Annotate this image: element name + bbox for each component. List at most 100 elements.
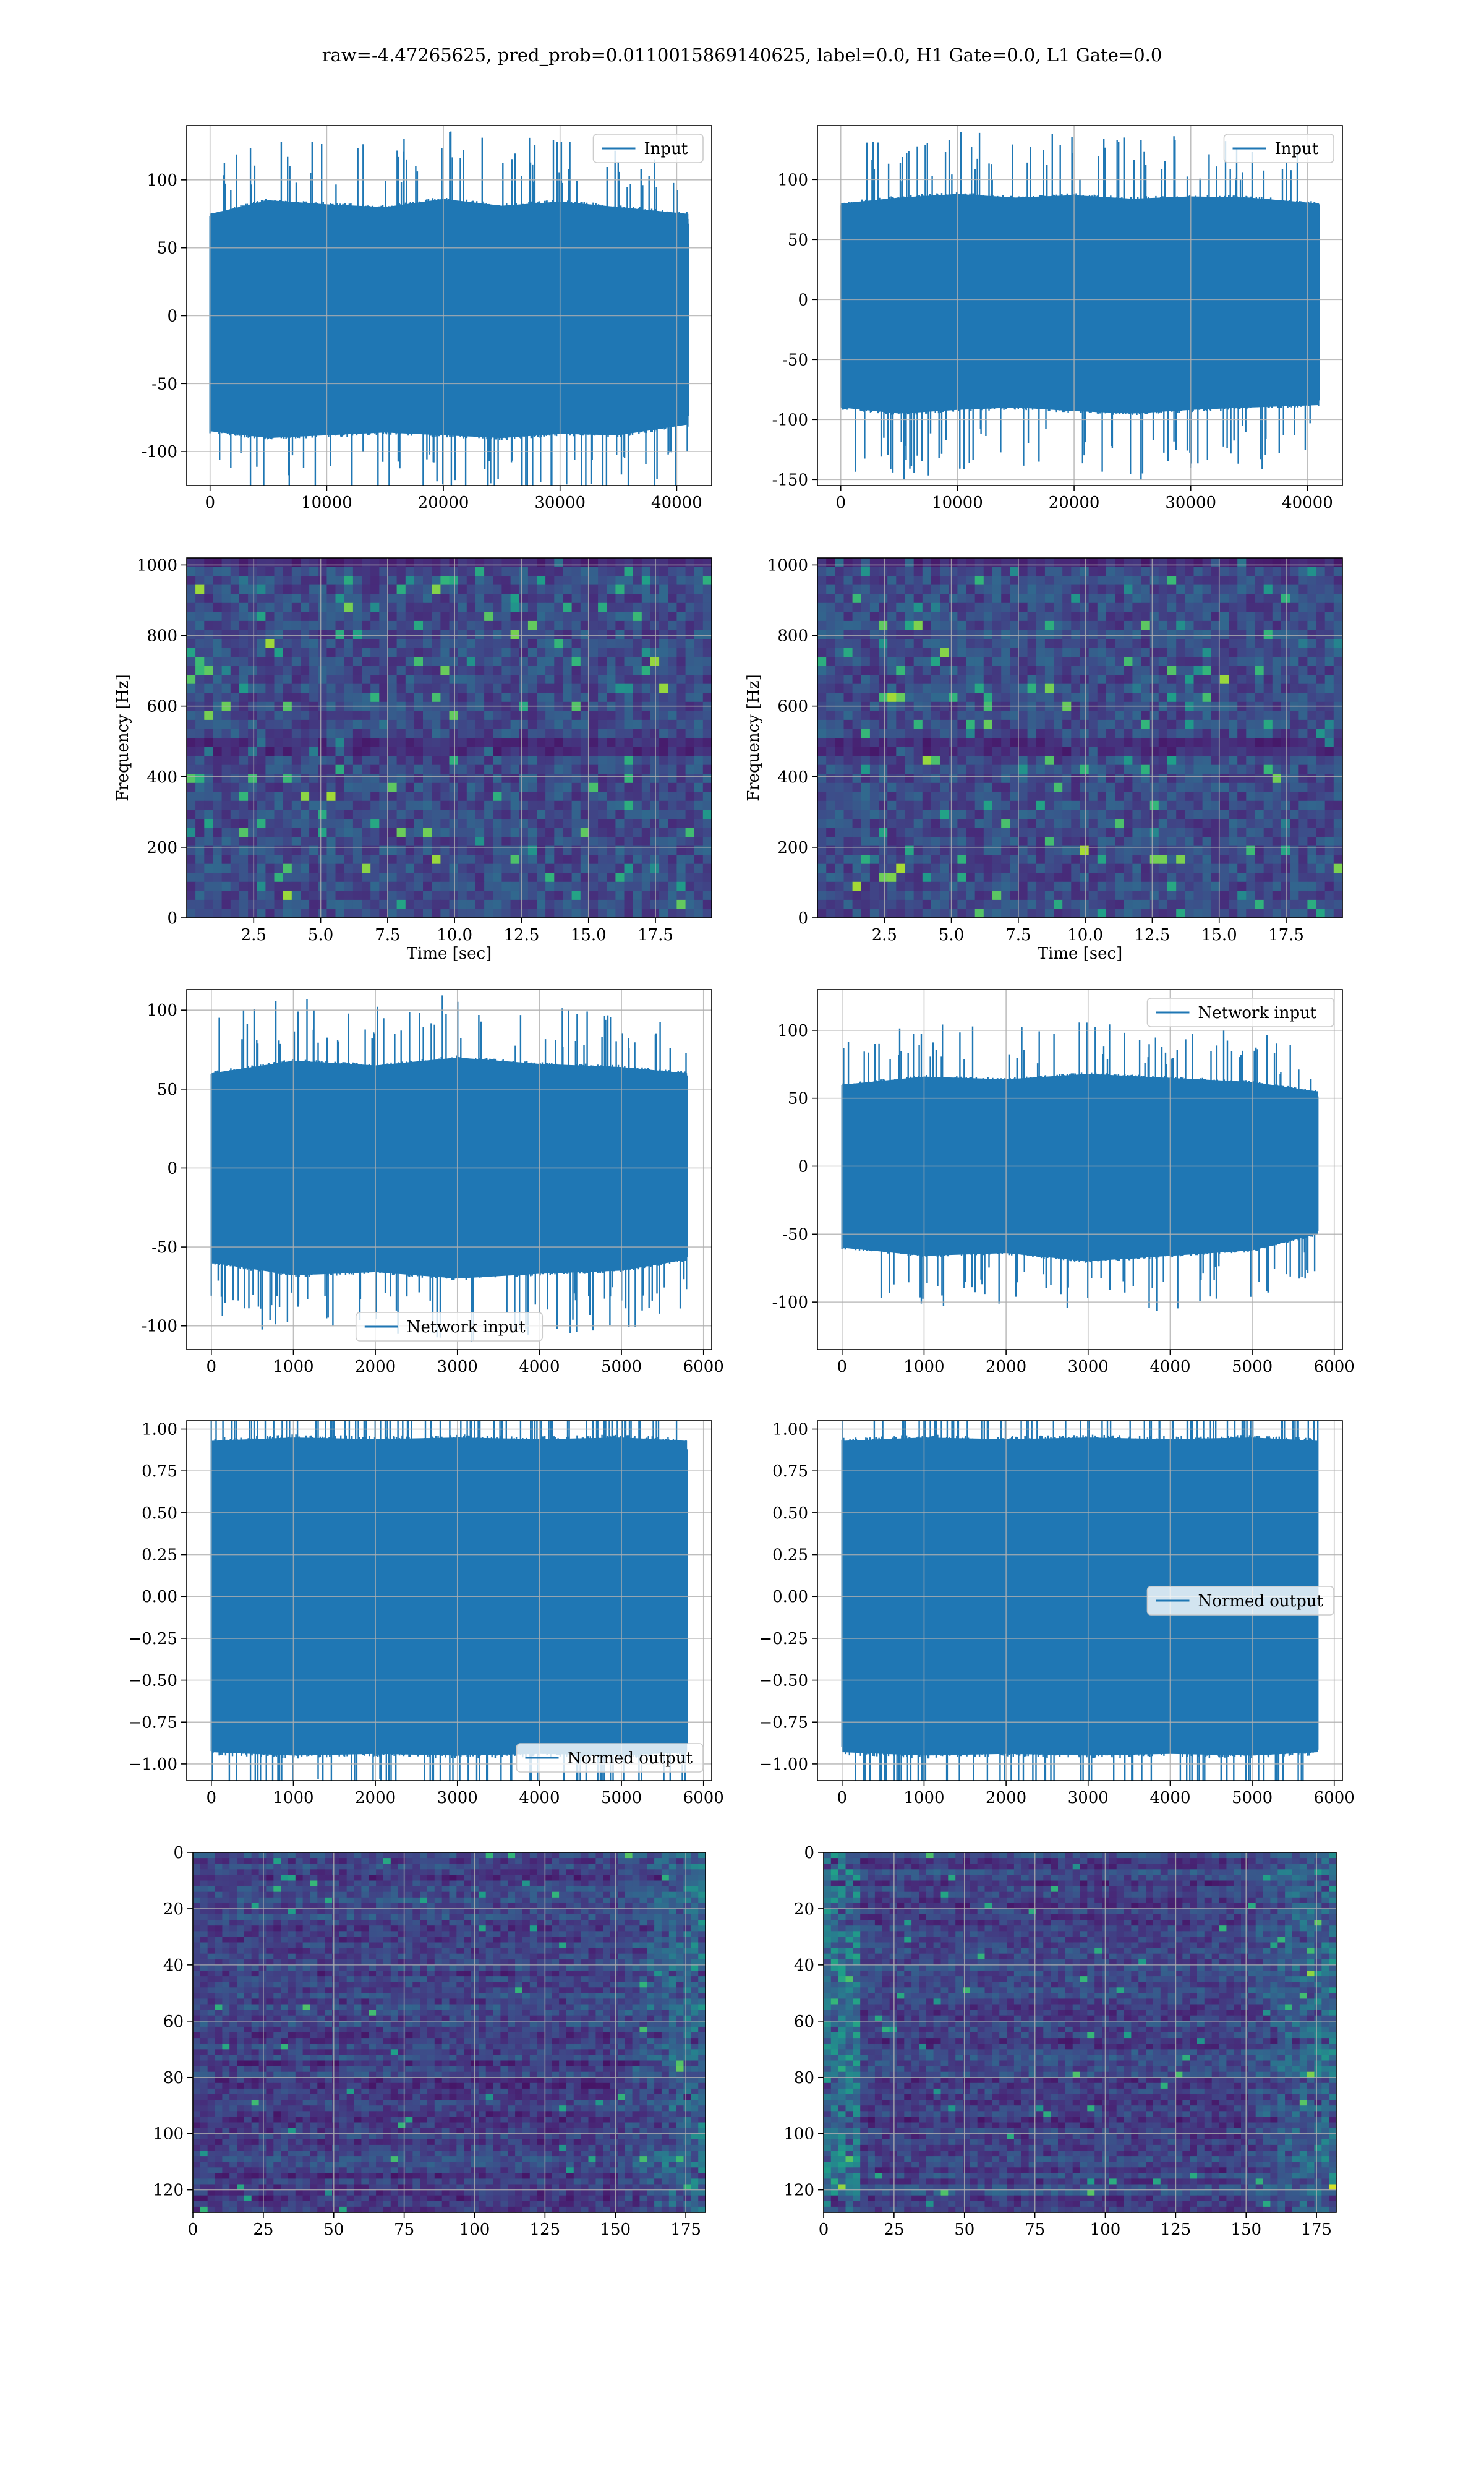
xtick-label-r5c2-5: 125 [1161, 2220, 1192, 2239]
ytick-label-r1c2-2: -50 [782, 351, 808, 369]
ytick-label-r4c2-3: −0.25 [759, 1630, 808, 1648]
panel-r5c1: 0 25 50 75 100 125 150 175 0 20 40 60 80 100 120 [153, 1844, 706, 2239]
ytick-label-r4c1-7: 0.75 [142, 1462, 177, 1481]
ytick-label-r5c1-0: 0 [173, 1844, 184, 1862]
xtick-label-r5c1-3: 75 [394, 2220, 414, 2239]
xtick-label-r1c1-1: 10000 [301, 494, 352, 512]
ytick-label-r5c2-0: 0 [804, 1844, 814, 1862]
axes-frame-r3c2 [817, 989, 1343, 1350]
xtick-label-r2c2-0: 2.5 [872, 926, 897, 944]
xtick-label-r4c2-6: 6000 [1314, 1789, 1355, 1807]
xtick-label-r2c1-4: 12.5 [504, 926, 540, 944]
xtick-label-r2c2-3: 10.0 [1067, 926, 1103, 944]
ytick-label-r4c2-0: −1.00 [759, 1755, 808, 1774]
heatmap-r5c1 [193, 1852, 706, 2213]
xtick-label-r5c2-7: 175 [1301, 2220, 1332, 2239]
axes-frame-r1c1 [186, 125, 712, 486]
ytick-label-r2c2-3: 600 [777, 698, 808, 716]
xtick-label-r5c1-6: 150 [600, 2220, 631, 2239]
heatmap-r2c2 [817, 558, 1343, 918]
series-body-r1c1 [210, 199, 689, 439]
ytick-label-r4c1-0: −1.00 [128, 1755, 177, 1774]
ytick-label-r5c1-1: 20 [163, 1900, 184, 1919]
ytick-label-r1c2-4: 50 [788, 231, 808, 249]
xtick-label-r2c1-3: 10.0 [437, 926, 472, 944]
ytick-label-r3c1-1: -50 [151, 1238, 177, 1257]
series-body-r1c2 [840, 194, 1320, 414]
xtick-label-r3c2-2: 2000 [986, 1358, 1026, 1376]
xtick-label-r2c2-4: 12.5 [1135, 926, 1171, 944]
ytick-label-r2c2-4: 800 [777, 627, 808, 646]
ytick-label-r2c2-5: 1000 [767, 556, 808, 575]
ytick-label-r5c2-2: 40 [794, 1956, 814, 1975]
ytick-label-r4c2-6: 0.50 [772, 1504, 808, 1523]
legend-r4c2: Normed output [1146, 1586, 1334, 1616]
ytick-label-r5c1-6: 120 [153, 2181, 184, 2200]
xtick-label-r2c1-1: 5.0 [308, 926, 333, 944]
legend-r3c1: Network input [355, 1312, 544, 1342]
ytick-label-r1c2-0: -150 [772, 471, 808, 489]
xtick-label-r2c2-6: 17.5 [1268, 926, 1304, 944]
ytick-label-r4c2-5: 0.25 [772, 1546, 808, 1565]
legend-r3c2: Network input [1146, 998, 1334, 1027]
ytick-label-r2c1-5: 1000 [137, 556, 177, 575]
panel-r5c2: 0 25 50 75 100 125 150 175 0 20 40 60 80 100 120 [783, 1844, 1337, 2239]
ytick-label-r1c1-2: 0 [167, 307, 177, 325]
xtick-label-r1c1-4: 40000 [651, 494, 702, 512]
ytick-label-r2c1-0: 0 [167, 909, 177, 928]
ytick-label-r3c1-2: 0 [167, 1159, 177, 1178]
ytick-label-r1c2-1: -100 [772, 411, 808, 429]
xtick-label-r2c1-0: 2.5 [241, 926, 267, 944]
xtick-label-r1c1-3: 30000 [534, 494, 586, 512]
xtick-label-r5c2-4: 100 [1090, 2220, 1121, 2239]
panel-r4c1: 0 1000 2000 3000 4000 5000 6000 −1.00 −0.75 −0.50… [128, 1420, 724, 1807]
ytick-label-r3c2-3: 50 [788, 1090, 808, 1108]
legend-box-r4c1 [516, 1743, 704, 1773]
heatmap-r5c2 [824, 1852, 1337, 2213]
xtick-label-r5c2-0: 0 [819, 2220, 829, 2239]
ytick-label-r5c2-6: 120 [783, 2181, 814, 2200]
ytick-label-r3c2-0: -100 [772, 1293, 808, 1312]
xtick-label-r5c1-5: 125 [530, 2220, 561, 2239]
panel-r3c2: 0 1000 2000 3000 4000 5000 6000 -100 -50 0 50 100 Ne… [772, 989, 1355, 1376]
ytick-label-r4c2-2: −0.50 [759, 1672, 808, 1690]
ytick-label-r2c1-3: 600 [147, 698, 177, 716]
legend-label-r3c2: Network input [1198, 1004, 1317, 1022]
xtick-label-r3c2-5: 5000 [1232, 1358, 1273, 1376]
xtick-label-r4c2-1: 1000 [903, 1789, 944, 1807]
ytick-label-r2c1-2: 400 [147, 768, 177, 787]
xtick-label-r4c1-5: 5000 [601, 1789, 642, 1807]
xtick-label-r3c2-6: 6000 [1314, 1358, 1355, 1376]
xtick-label-r3c1-6: 6000 [683, 1358, 724, 1376]
xtick-label-r3c1-2: 2000 [355, 1358, 396, 1376]
xlabel-r2c2: Time [sec] [1038, 944, 1123, 963]
panel-r2c2: 2.5 5.0 7.5 10.0 12.5 15.0 17.5 0 200 400 600 800 10… [744, 556, 1343, 963]
axes-frame-r3c1 [186, 989, 712, 1350]
legend-r4c1: Normed output [516, 1743, 704, 1773]
xtick-label-r1c2-3: 30000 [1165, 494, 1216, 512]
xtick-label-r4c2-3: 3000 [1068, 1789, 1109, 1807]
axes-frame-r2c2 [817, 557, 1343, 918]
xtick-label-r4c1-0: 0 [207, 1789, 217, 1807]
panel-r1c2: 0 10000 20000 30000 40000 -150 -100 -50 0 50 100 In… [772, 125, 1343, 512]
legend-box-r1c1 [592, 134, 704, 163]
ytick-label-r2c1-1: 200 [147, 839, 177, 857]
xtick-label-r4c2-4: 4000 [1149, 1789, 1190, 1807]
xtick-label-r1c2-4: 40000 [1282, 494, 1333, 512]
xtick-label-r3c1-4: 4000 [519, 1358, 560, 1376]
xtick-label-r4c1-1: 1000 [273, 1789, 313, 1807]
panel-r2c1: 2.5 5.0 7.5 10.0 12.5 15.0 17.5 0 200 400 600 800 10… [114, 556, 712, 963]
xtick-label-r5c2-2: 50 [954, 2220, 974, 2239]
axes-frame-r1c2 [817, 125, 1343, 486]
ytick-label-r1c1-0: -100 [142, 443, 177, 461]
figure-title: raw=-4.47265625, pred_prob=0.01100158691… [322, 45, 1162, 66]
xtick-label-r3c1-3: 3000 [437, 1358, 478, 1376]
ytick-label-r5c1-5: 100 [153, 2125, 184, 2144]
legend-label-r1c1: Input [644, 140, 688, 158]
xtick-label-r3c2-0: 0 [837, 1358, 848, 1376]
xtick-label-r3c2-4: 4000 [1149, 1358, 1190, 1376]
ytick-label-r3c2-1: -50 [782, 1225, 808, 1244]
axes-frame-r2c1 [186, 557, 712, 918]
xtick-label-r5c2-1: 25 [884, 2220, 904, 2239]
legend-label-r3c1: Network input [407, 1318, 526, 1337]
